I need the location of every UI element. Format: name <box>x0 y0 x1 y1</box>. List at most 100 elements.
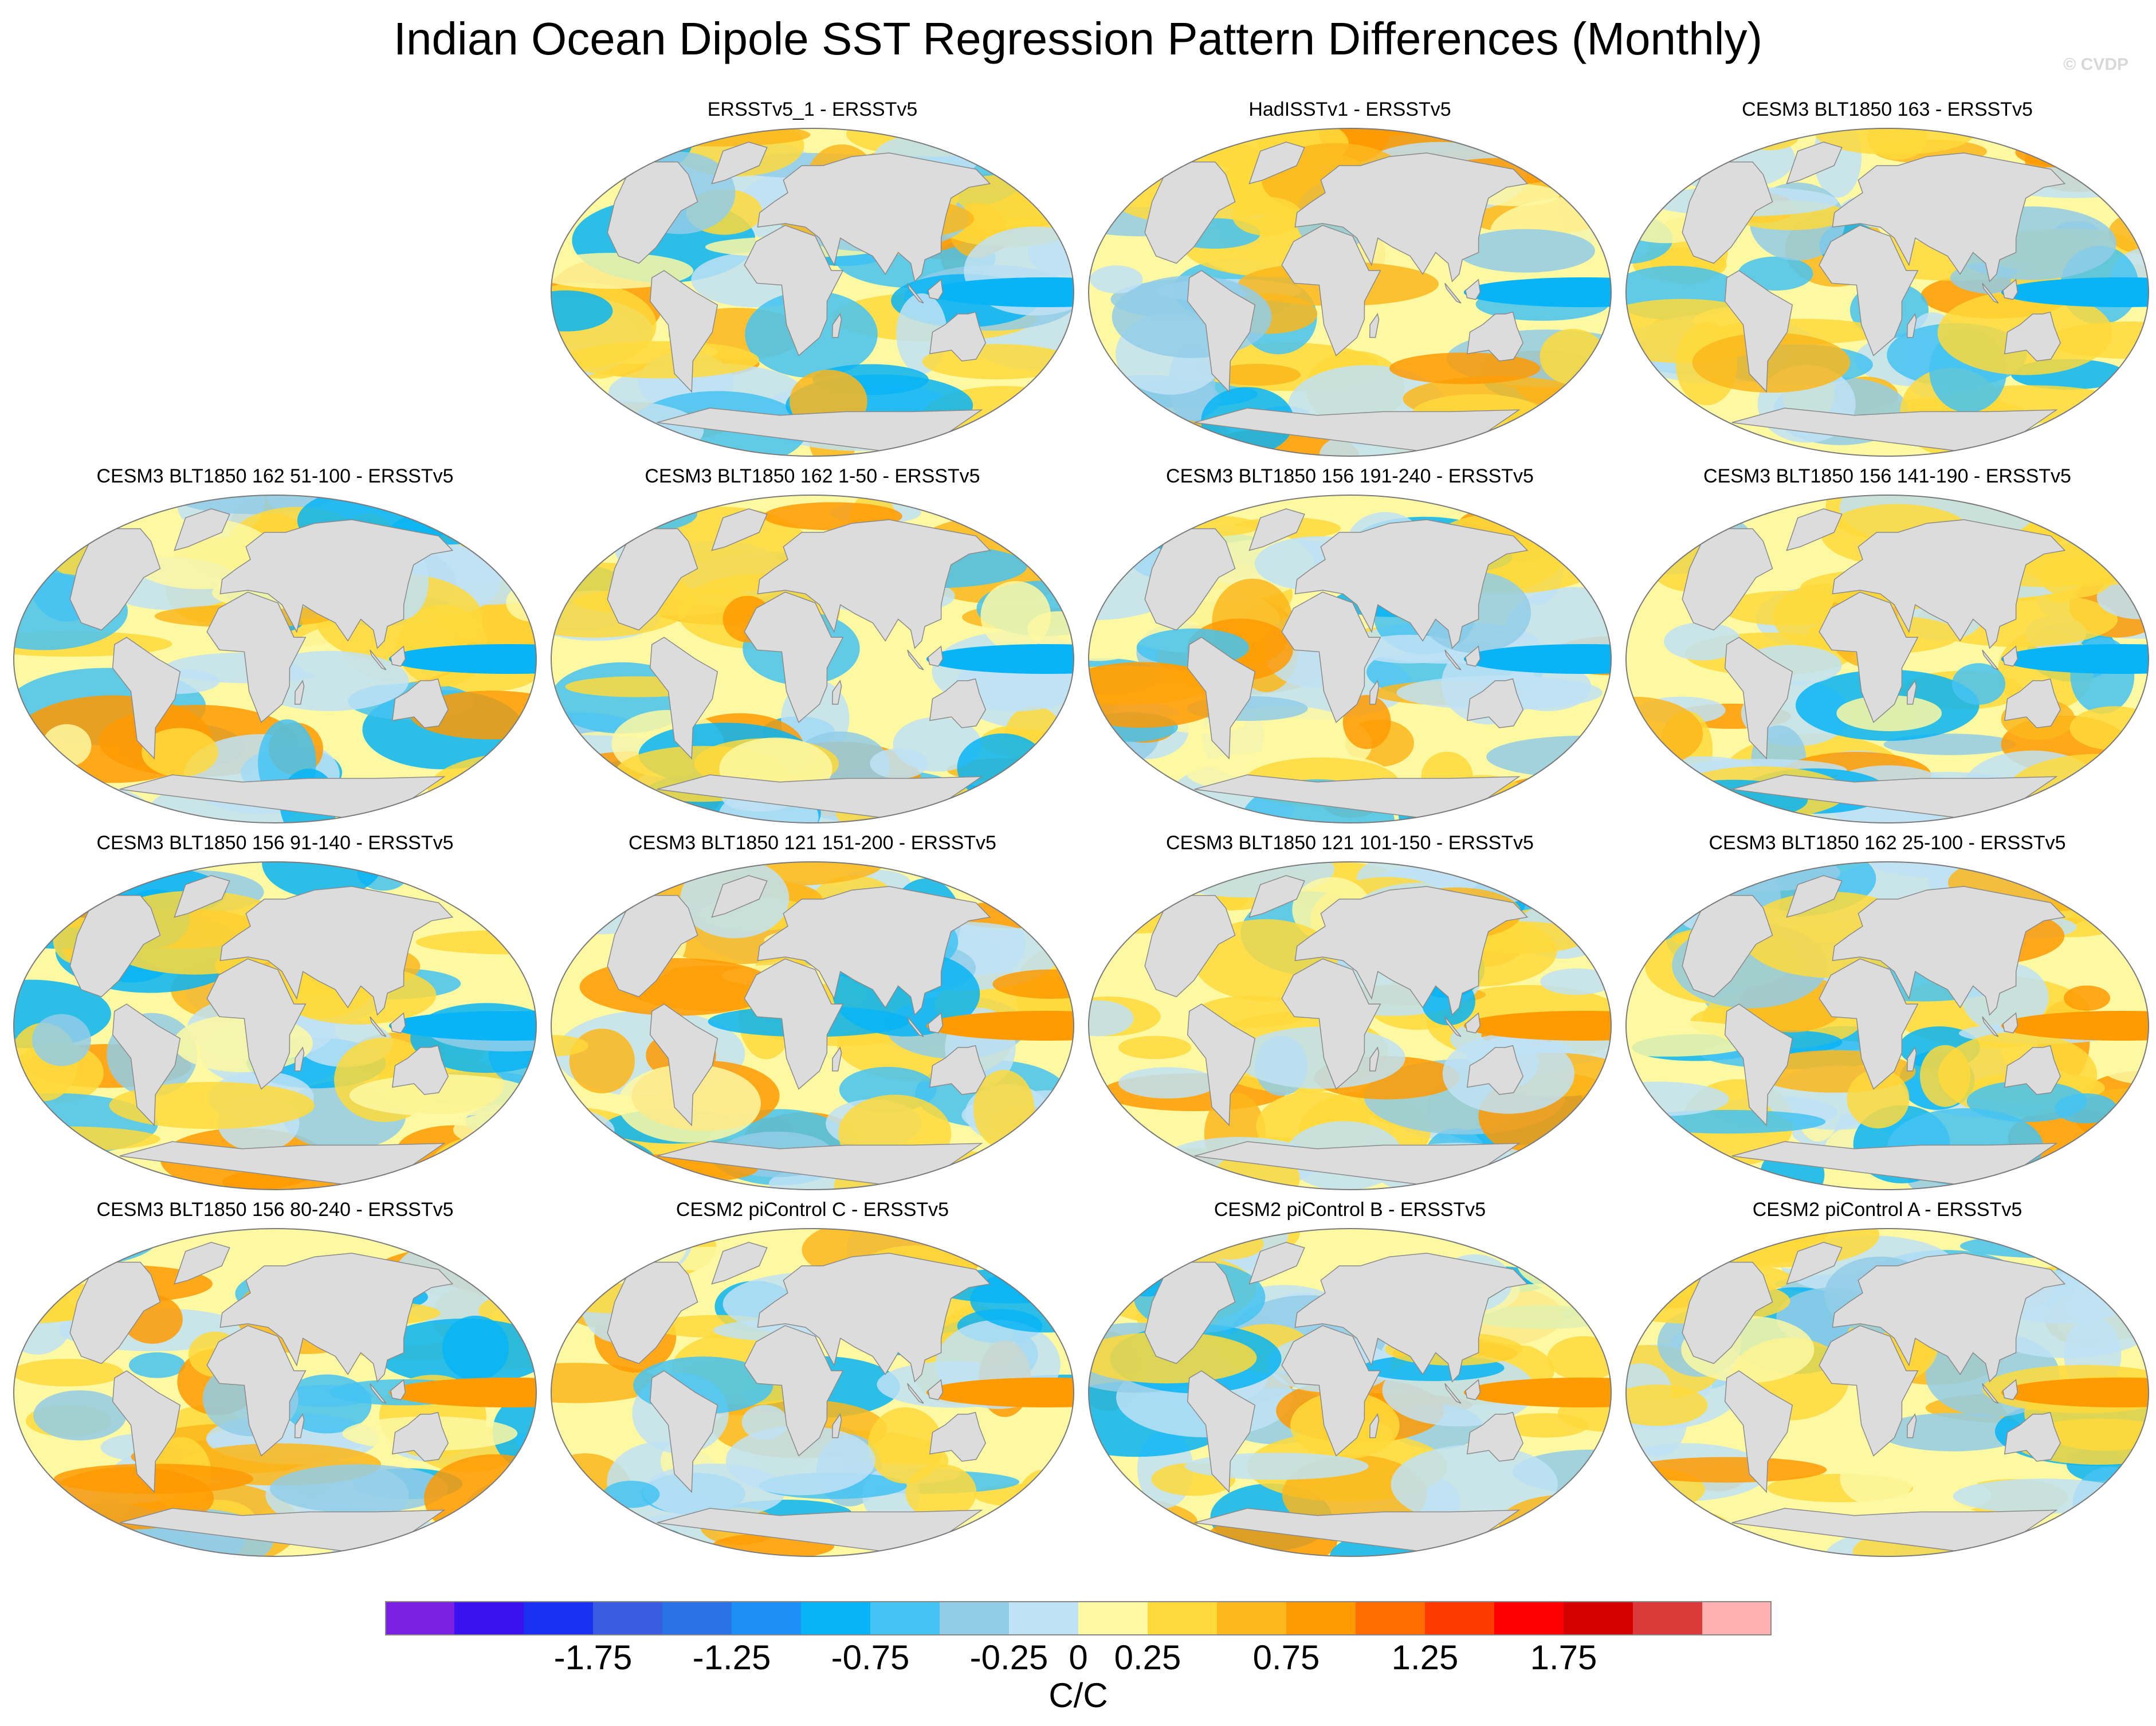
land-mass <box>1819 1325 1919 1457</box>
anomaly-blob <box>2094 495 2149 515</box>
land-mass <box>294 680 305 705</box>
map-outline <box>1088 1228 1612 1557</box>
anomaly-blob <box>14 782 69 823</box>
land-mass <box>1465 1012 1481 1034</box>
land-mass <box>1294 152 1529 283</box>
anomaly-blob <box>1573 363 1611 441</box>
anomaly-blob <box>962 1229 1074 1270</box>
colorbar-units: C/C <box>1048 1676 1108 1715</box>
anomaly-blob <box>109 1082 315 1129</box>
anomaly-blob <box>1002 884 1059 927</box>
land-mass <box>1832 152 2066 283</box>
land-mass <box>1682 161 1773 264</box>
land-mass <box>2002 278 2018 300</box>
anomaly-blob <box>391 1229 536 1249</box>
colorbar-swatch <box>662 1601 732 1635</box>
map-field <box>1089 495 1611 823</box>
anomaly-blob <box>1555 1231 1611 1272</box>
colorbar-tick-label: 1.75 <box>1530 1638 1597 1677</box>
anomaly-blob <box>1692 332 1851 393</box>
land-mass <box>174 508 230 551</box>
land-mass <box>219 519 454 649</box>
land-mass <box>1786 508 1843 551</box>
anomaly-blob <box>50 862 105 907</box>
land-mass <box>1724 1003 1793 1127</box>
map-outline <box>1625 128 2149 457</box>
map-outline <box>1625 495 2149 823</box>
colorbar <box>385 1601 1772 1635</box>
colorbar-swatch <box>385 1601 455 1635</box>
map-outline <box>13 1228 537 1557</box>
anomaly-blob <box>1391 1445 1558 1524</box>
land-mass <box>1724 637 1793 760</box>
land-mass <box>1444 1016 1462 1037</box>
anomaly-blob <box>1847 1069 1910 1129</box>
land-mass <box>607 1261 698 1364</box>
map-panel: CESM3 BLT1850 121 151-200 - ERSSTv5 <box>549 832 1076 1199</box>
anomaly-blob <box>985 505 1074 540</box>
land-mass <box>607 895 698 998</box>
anomaly-blob <box>1920 1045 1971 1107</box>
land-mass <box>390 1379 406 1401</box>
land-mass <box>1187 270 1256 393</box>
land-mass <box>1144 161 1236 264</box>
land-mass <box>390 645 406 667</box>
land-mass <box>1682 895 1773 998</box>
land-mass <box>69 528 161 631</box>
land-mass <box>1786 875 1843 918</box>
anomaly-blob <box>1626 1384 1708 1426</box>
anomaly-blob <box>992 969 1074 999</box>
panel-title: CESM3 BLT1850 121 101-150 - ERSSTv5 <box>1166 832 1534 854</box>
land-mass <box>757 886 991 1016</box>
land-mass <box>1906 313 1917 338</box>
land-mass <box>370 1383 387 1404</box>
map-svg <box>551 861 1074 1190</box>
anomaly-blob <box>1664 622 1742 661</box>
anomaly-blob <box>2044 1229 2149 1270</box>
anomaly-blob <box>1626 495 1660 527</box>
map-outline <box>551 128 1074 457</box>
land-mass <box>649 637 718 760</box>
land-mass <box>206 1325 307 1457</box>
map-outline <box>1088 495 1612 823</box>
anomaly-blob <box>14 1237 66 1298</box>
anomaly-blob <box>1496 128 1611 148</box>
land-mass <box>831 1046 842 1072</box>
map-panel: CESM3 BLT1850 156 80-240 - ERSSTv5 <box>11 1199 539 1566</box>
land-mass <box>112 637 181 760</box>
anomaly-blob <box>2057 405 2149 456</box>
map-panel: CESM3 BLT1850 156 91-140 - ERSSTv5 <box>11 832 539 1199</box>
anomaly-blob <box>980 581 1051 651</box>
land-mass <box>219 1253 454 1383</box>
land-mass <box>1906 680 1917 705</box>
anomaly-blob <box>551 495 670 515</box>
colorbar-swatch <box>1286 1601 1356 1635</box>
map-field <box>551 862 1074 1190</box>
land-mass <box>1786 1242 1843 1285</box>
land-mass <box>1466 311 1524 362</box>
anomaly-blob <box>2039 556 2114 598</box>
anomaly-blob <box>867 1407 943 1484</box>
land-mass <box>1187 1003 1256 1127</box>
land-mass <box>1466 1045 1524 1095</box>
map-panel: CESM3 BLT1850 121 101-150 - ERSSTv5 <box>1086 832 1613 1199</box>
land-mass <box>1466 1411 1524 1462</box>
anomaly-blob <box>2073 495 2149 536</box>
land-mass <box>1832 886 2066 1016</box>
anomaly-blob <box>1628 1457 1827 1483</box>
anomaly-blob <box>551 290 613 332</box>
anomaly-blob <box>14 1160 135 1190</box>
anomaly-blob <box>142 728 218 777</box>
anomaly-blob <box>400 1525 536 1556</box>
map-outline <box>551 1228 1074 1557</box>
anomaly-blob <box>1235 1026 1405 1089</box>
land-mass <box>928 1379 944 1401</box>
anomaly-blob <box>1840 1449 1914 1507</box>
land-mass <box>1294 886 1529 1016</box>
map-svg <box>1088 1228 1612 1557</box>
tropical-pacific-band <box>926 277 1074 307</box>
land-mass <box>649 1003 718 1127</box>
land-mass <box>711 875 768 918</box>
anomaly-blob <box>2072 139 2149 189</box>
land-mass <box>1982 1383 1999 1404</box>
